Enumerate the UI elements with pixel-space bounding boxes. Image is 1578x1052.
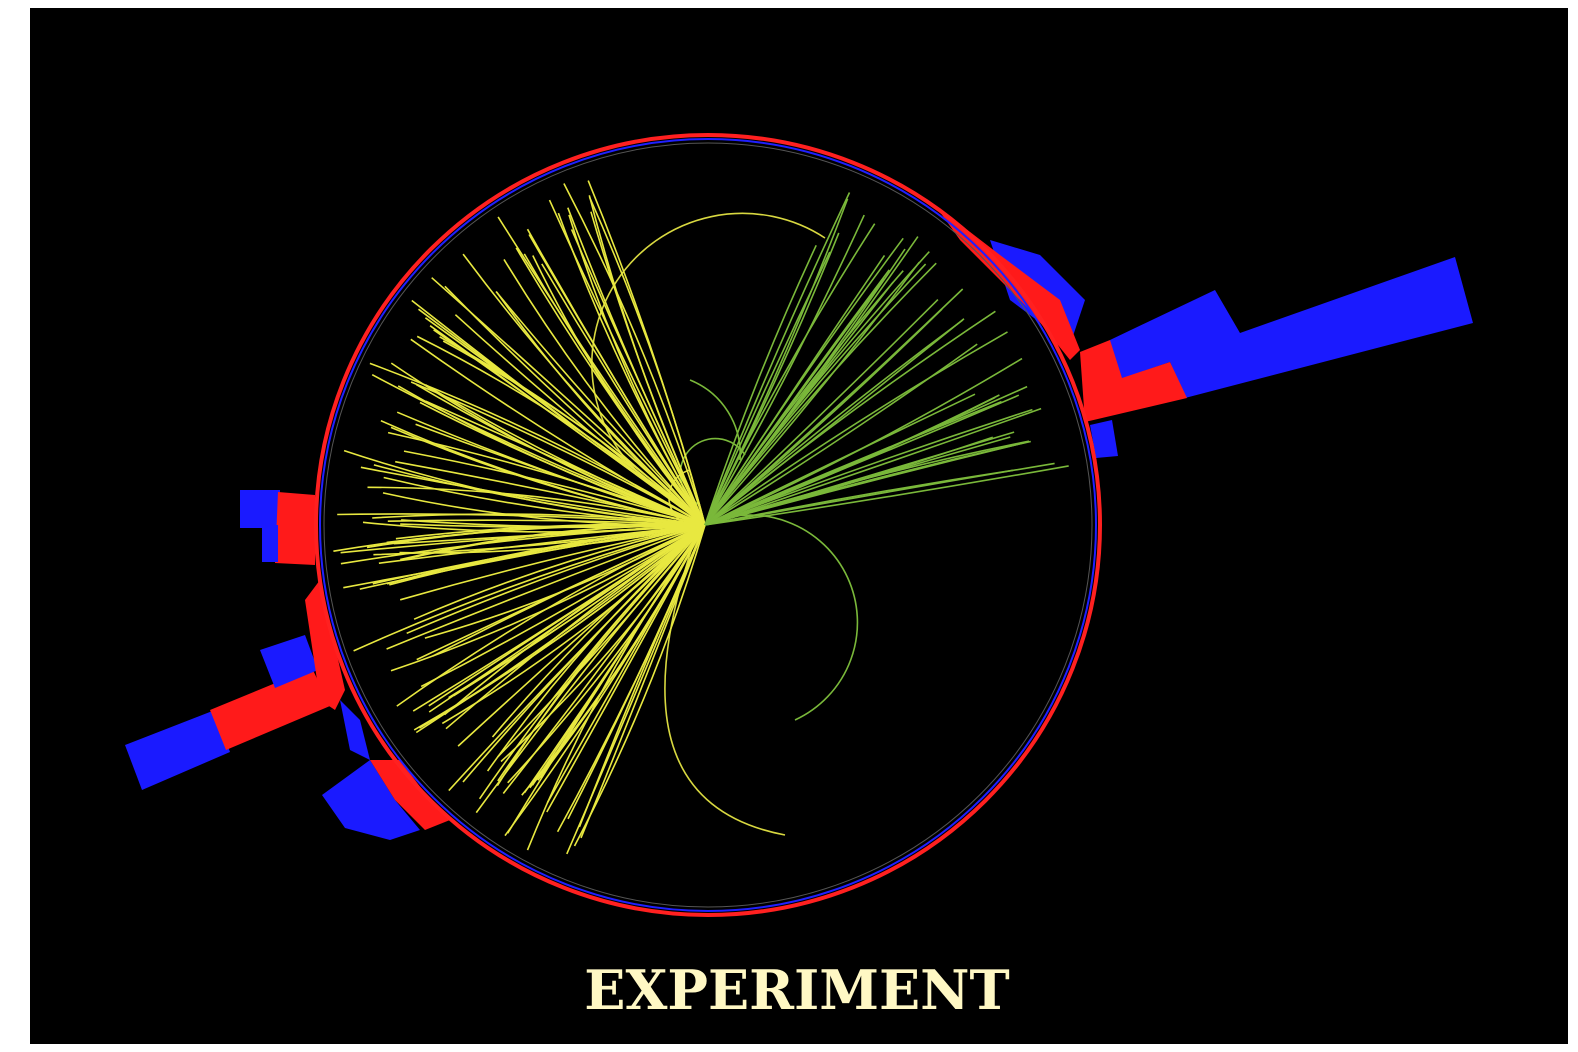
tower [305,580,345,710]
track [416,524,706,661]
outer-ring [314,133,1102,917]
tower [1080,340,1187,422]
track [495,290,706,526]
track [532,255,706,526]
track [704,192,851,526]
track [573,524,706,847]
track [704,394,1000,526]
track [704,232,840,526]
track [462,253,706,526]
tower [340,700,370,760]
track [448,524,706,792]
curl-track [591,212,826,491]
track [444,285,706,526]
caption: EXPERIMENT [584,958,1009,1022]
track [399,524,706,601]
track [704,431,1015,526]
track [403,450,706,526]
track [588,195,706,526]
track [413,524,706,620]
track [704,261,920,526]
track [415,524,706,734]
track [390,362,706,526]
tower [1110,257,1473,398]
track [507,524,706,784]
track [360,466,706,526]
tower [240,490,280,528]
track [497,216,706,526]
track [353,524,706,652]
event-display: EXPERIMENT [30,8,1568,1044]
tower [322,760,420,840]
track [587,180,706,526]
track [393,524,706,545]
track [503,258,706,526]
track [386,524,706,650]
track [410,381,706,526]
track [497,524,706,782]
track [541,263,706,526]
track [420,524,706,688]
track [425,384,706,526]
track [491,524,706,738]
track [406,524,706,635]
track [704,343,978,526]
track [704,244,817,526]
track [563,183,706,526]
track [386,523,706,544]
tower [125,710,230,790]
track [521,524,706,796]
track [343,524,706,589]
track [343,449,706,526]
track [704,214,865,526]
tower [370,760,450,830]
tower [262,525,278,562]
tracks [333,180,1069,855]
track [704,254,886,526]
track [556,524,706,833]
track [704,469,1014,526]
track [486,524,706,772]
track [704,263,927,526]
track [448,524,706,699]
track [396,411,706,526]
track [704,299,939,526]
track [497,524,706,758]
track [704,357,1023,526]
track [412,524,706,712]
calorimeter-towers [125,205,1473,840]
track [704,331,1008,526]
track [369,362,706,526]
track [397,385,706,526]
track [411,299,706,526]
track [523,253,706,526]
tower [275,492,315,565]
track [704,318,965,526]
track [704,308,943,526]
track [704,465,1069,526]
outer-ring [319,138,1097,912]
track [567,207,706,526]
track [580,524,706,839]
tower [260,635,318,688]
track [557,212,706,526]
tower [210,668,330,750]
track [704,407,1042,526]
track [704,269,890,526]
track [387,519,706,526]
track [367,486,706,526]
track [390,524,706,672]
track [704,251,831,526]
tower [1090,420,1118,458]
track [386,524,706,585]
inner-ring [323,142,1093,908]
